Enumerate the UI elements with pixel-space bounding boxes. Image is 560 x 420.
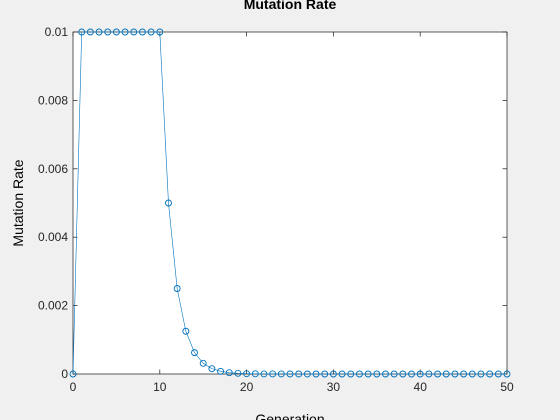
y-tick-label: 0.006	[38, 162, 68, 176]
data-point-marker	[477, 370, 485, 378]
data-point-marker	[364, 370, 372, 378]
data-point-marker	[303, 370, 311, 378]
data-point-marker	[243, 370, 251, 378]
data-point-marker	[321, 370, 329, 378]
data-point-marker	[434, 370, 442, 378]
data-point-marker	[269, 370, 277, 378]
data-point-marker	[347, 370, 355, 378]
x-tick-label: 50	[500, 380, 514, 394]
data-point-marker	[329, 370, 337, 378]
data-point-marker	[156, 28, 164, 36]
data-point-marker	[234, 369, 242, 377]
data-point-marker	[295, 370, 303, 378]
data-point-marker	[121, 28, 129, 36]
data-point-marker	[468, 370, 476, 378]
data-point-marker	[182, 327, 190, 335]
data-point-marker	[130, 28, 138, 36]
data-point-marker	[165, 199, 172, 207]
data-point-marker	[86, 28, 94, 36]
data-point-marker	[217, 367, 225, 375]
data-point-marker	[425, 370, 433, 378]
y-tick-label: 0.004	[38, 230, 68, 244]
y-tick-label: 0.002	[38, 299, 68, 313]
x-tick-label: 10	[153, 380, 167, 394]
data-point-marker	[338, 370, 346, 378]
data-point-marker	[78, 28, 86, 36]
data-point-marker	[191, 349, 198, 357]
data-point-marker	[399, 370, 407, 378]
data-point-marker	[451, 370, 459, 378]
data-point-marker	[69, 370, 77, 378]
data-point-marker	[486, 370, 494, 378]
data-point-marker	[147, 28, 155, 36]
data-point-marker	[173, 285, 181, 292]
data-point-marker	[494, 370, 502, 378]
series-layer	[69, 28, 511, 378]
y-tick-label: 0	[61, 367, 68, 381]
data-point-marker	[503, 370, 511, 378]
data-point-marker	[355, 370, 363, 378]
data-point-marker	[104, 28, 112, 36]
data-point-marker	[390, 370, 398, 378]
data-point-marker	[312, 370, 320, 378]
data-point-marker	[225, 369, 233, 377]
data-point-marker	[460, 370, 468, 378]
x-axis-title: Generation	[255, 411, 324, 420]
data-point-marker	[286, 370, 294, 378]
y-tick-label: 0.008	[38, 93, 68, 107]
data-point-marker	[199, 359, 207, 367]
data-point-marker	[408, 370, 415, 378]
data-point-marker	[95, 28, 103, 36]
x-tick-label: 20	[240, 380, 254, 394]
data-point-marker	[138, 28, 146, 36]
ticks-layer: 0 10 20 30 40 50 0 0.002 0.004 0.006 0.008 0.01	[38, 25, 514, 394]
data-point-marker	[442, 370, 450, 378]
x-tick-label: 0	[70, 380, 77, 394]
x-tick-label: 40	[414, 380, 428, 394]
data-point-marker	[260, 370, 268, 378]
x-tick-label: 30	[327, 380, 341, 394]
data-point-marker	[208, 365, 216, 373]
chart-title: Mutation Rate	[244, 0, 337, 12]
y-axis-title: Mutation Rate	[10, 159, 26, 246]
data-point-marker	[251, 370, 259, 378]
data-point-marker	[112, 28, 120, 36]
data-point-marker	[382, 370, 389, 378]
data-point-marker	[277, 370, 285, 378]
y-tick-label: 0.01	[45, 25, 69, 39]
data-point-marker	[416, 370, 424, 378]
data-point-marker	[373, 370, 381, 378]
plot-area	[72, 31, 508, 375]
